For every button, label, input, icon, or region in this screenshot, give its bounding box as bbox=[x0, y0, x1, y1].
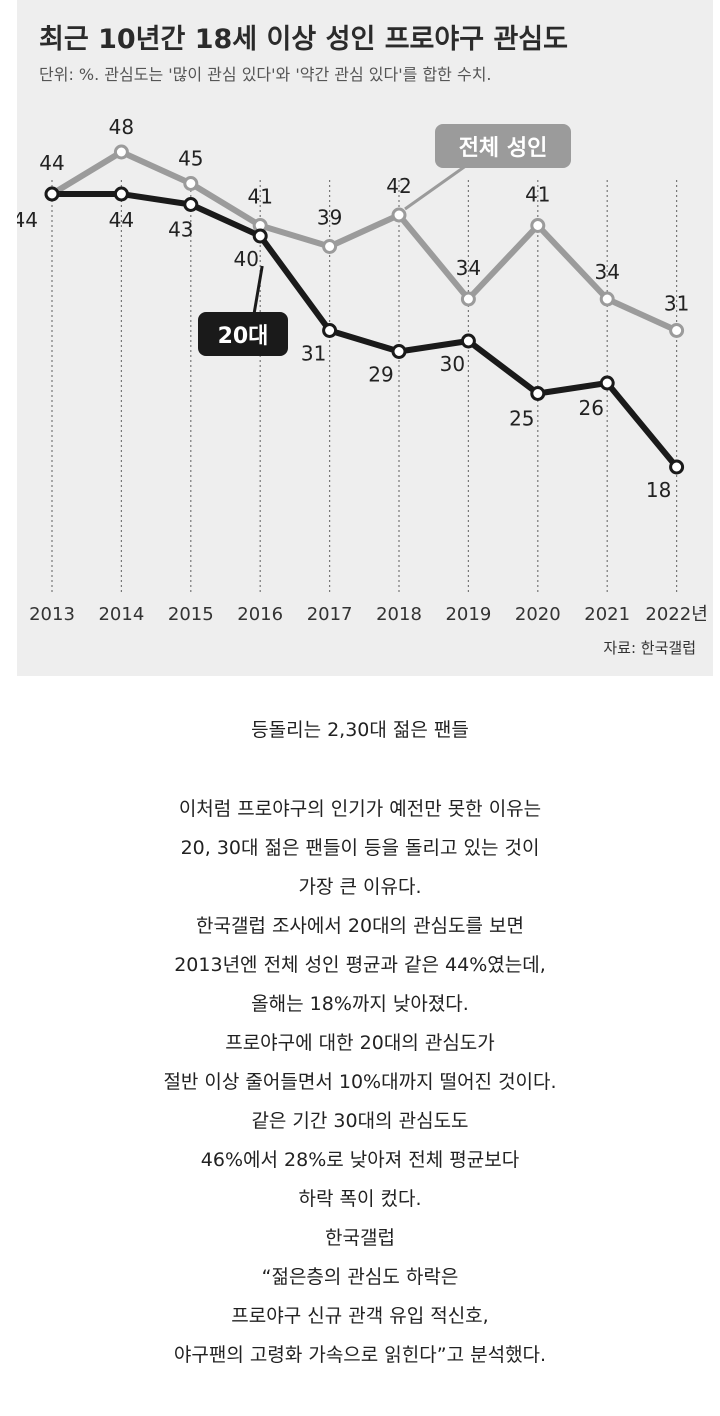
x-tick-label: 2016 bbox=[237, 604, 283, 625]
article-body: 이처럼 프로야구의 인기가 예전만 못한 이유는 20, 30대 젊은 팬들이 등… bbox=[0, 790, 720, 1375]
data-point-all-adults bbox=[113, 144, 129, 160]
article-line: 20, 30대 젊은 팬들이 등을 돌리고 있는 것이 bbox=[180, 837, 540, 859]
chart-subtitle: 단위: %. 관심도는 '많이 관심 있다'와 '약간 관심 있다'를 합한 수… bbox=[39, 65, 492, 84]
article-line: 한국갤럽 조사에서 20대의 관심도를 보면 bbox=[195, 915, 525, 937]
article-line: 하락 폭이 컸다. bbox=[298, 1188, 422, 1210]
series-callout-20s bbox=[198, 312, 288, 356]
x-tick-label: 2018 bbox=[376, 604, 422, 625]
data-label: 44 bbox=[39, 151, 64, 175]
article-line: 프로야구에 대한 20대의 관심도가 bbox=[225, 1032, 495, 1054]
data-label: 42 bbox=[386, 174, 411, 198]
data-label: 40 bbox=[233, 247, 258, 271]
series-callout-label: 전체 성인 bbox=[459, 136, 548, 161]
data-label: 34 bbox=[594, 260, 619, 284]
series-callout-all-adults bbox=[435, 124, 571, 168]
x-tick-label: 2022년 bbox=[645, 604, 707, 625]
data-point-all-adults bbox=[669, 323, 685, 338]
data-point-all-adults bbox=[530, 218, 546, 233]
x-tick-label: 2015 bbox=[168, 604, 214, 625]
data-point-all-adults bbox=[599, 291, 615, 307]
data-label: 41 bbox=[525, 183, 550, 207]
line-chart: 최근 10년간 18세 이상 성인 프로야구 관심도 단위: %. 관심도는 '… bbox=[17, 24, 708, 657]
data-label: 43 bbox=[168, 218, 193, 242]
series-line-all-adults bbox=[50, 149, 678, 334]
data-label: 48 bbox=[109, 115, 134, 139]
data-label: 44 bbox=[17, 208, 38, 232]
data-point-20s bbox=[44, 186, 60, 202]
data-label: 18 bbox=[646, 478, 671, 502]
article-line: 올해는 18%까지 낮아졌다. bbox=[251, 993, 469, 1015]
data-point-20s bbox=[391, 344, 407, 359]
data-label: 44 bbox=[109, 208, 134, 232]
data-point-20s bbox=[530, 386, 546, 401]
data-point-all-adults bbox=[391, 207, 407, 223]
data-label: 34 bbox=[456, 256, 481, 280]
article-line: 한국갤럽 bbox=[325, 1227, 395, 1249]
article-subhead: 등돌리는 2,30대 젊은 팬들 bbox=[251, 719, 469, 741]
article-line: 2013년엔 전체 성인 평균과 같은 44%였는데, bbox=[174, 954, 546, 976]
article-line: “젊은층의 관심도 하락은 bbox=[261, 1266, 459, 1288]
article-line: 이처럼 프로야구의 인기가 예전만 못한 이유는 bbox=[178, 798, 542, 820]
article-line: 절반 이상 줄어들면서 10%대까지 떨어진 것이다. bbox=[163, 1071, 557, 1093]
series-callout-label: 20대 bbox=[218, 324, 269, 349]
data-label: 41 bbox=[247, 185, 272, 209]
data-label: 30 bbox=[440, 352, 465, 376]
data-label: 25 bbox=[509, 407, 534, 431]
chart-title: 최근 10년간 18세 이상 성인 프로야구 관심도 bbox=[39, 24, 568, 55]
x-tick-label: 2013 bbox=[29, 604, 75, 625]
x-tick-label: 2019 bbox=[445, 604, 491, 625]
article-line: 프로야구 신규 관객 유입 적신호, bbox=[231, 1305, 489, 1327]
data-point-20s bbox=[460, 333, 476, 349]
data-label: 31 bbox=[664, 292, 689, 316]
x-tick-label: 2021 bbox=[584, 604, 630, 625]
data-point-20s bbox=[599, 375, 615, 391]
article: 등돌리는 2,30대 젊은 팬들 이처럼 프로야구의 인기가 예전만 못한 이유… bbox=[0, 700, 720, 1375]
data-point-20s bbox=[183, 197, 199, 212]
data-label: 26 bbox=[578, 396, 603, 420]
x-tick-label: 2020 bbox=[515, 604, 561, 625]
data-point-all-adults bbox=[460, 291, 476, 307]
x-tick-label: 2014 bbox=[98, 604, 144, 625]
data-label: 45 bbox=[178, 147, 203, 171]
chart-source: 자료: 한국갤럽 bbox=[603, 639, 696, 657]
series-line-20s bbox=[52, 191, 679, 469]
data-point-all-adults bbox=[183, 176, 199, 191]
data-label: 29 bbox=[368, 363, 393, 387]
article-line: 가장 큰 이유다. bbox=[298, 876, 422, 898]
chart-panel: 최근 10년간 18세 이상 성인 프로야구 관심도 단위: %. 관심도는 '… bbox=[17, 0, 713, 676]
data-label: 39 bbox=[317, 206, 342, 230]
x-tick-label: 2017 bbox=[307, 604, 353, 625]
article-line: 46%에서 28%로 낮아져 전체 평균보다 bbox=[200, 1149, 520, 1171]
data-label: 31 bbox=[301, 342, 326, 366]
data-point-all-adults bbox=[322, 239, 338, 254]
data-point-20s bbox=[252, 228, 268, 244]
article-line: 야구팬의 고령화 가속으로 읽힌다”고 분석했다. bbox=[173, 1344, 547, 1366]
article-line: 같은 기간 30대의 관심도도 bbox=[251, 1110, 469, 1132]
data-point-20s bbox=[113, 186, 129, 202]
data-point-20s bbox=[322, 323, 338, 338]
data-point-20s bbox=[669, 459, 685, 475]
